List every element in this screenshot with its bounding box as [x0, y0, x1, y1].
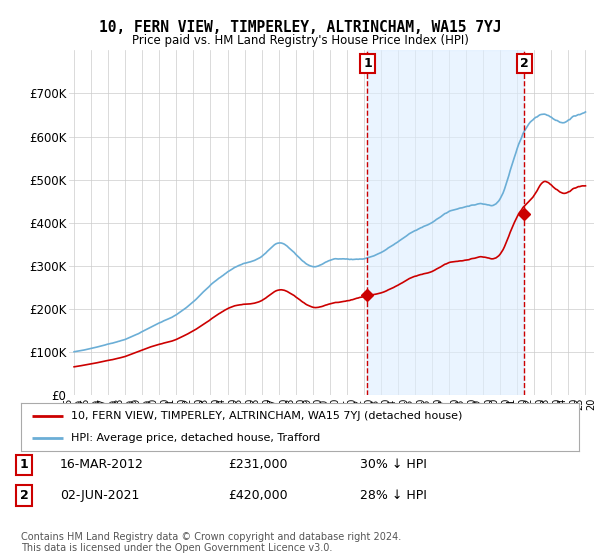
Text: £231,000: £231,000 — [228, 458, 287, 472]
Text: 10, FERN VIEW, TIMPERLEY, ALTRINCHAM, WA15 7YJ (detached house): 10, FERN VIEW, TIMPERLEY, ALTRINCHAM, WA… — [71, 411, 463, 421]
Text: 10, FERN VIEW, TIMPERLEY, ALTRINCHAM, WA15 7YJ: 10, FERN VIEW, TIMPERLEY, ALTRINCHAM, WA… — [99, 20, 501, 35]
Text: Price paid vs. HM Land Registry's House Price Index (HPI): Price paid vs. HM Land Registry's House … — [131, 34, 469, 46]
Text: £420,000: £420,000 — [228, 489, 287, 502]
Text: 16-MAR-2012: 16-MAR-2012 — [60, 458, 144, 472]
Text: 2: 2 — [20, 489, 28, 502]
Bar — [367, 50, 524, 395]
Text: Contains HM Land Registry data © Crown copyright and database right 2024.
This d: Contains HM Land Registry data © Crown c… — [21, 531, 401, 553]
Text: 1: 1 — [20, 458, 28, 472]
Text: HPI: Average price, detached house, Trafford: HPI: Average price, detached house, Traf… — [71, 433, 320, 443]
Text: 2: 2 — [520, 57, 529, 71]
Text: 28% ↓ HPI: 28% ↓ HPI — [360, 489, 427, 502]
Text: 02-JUN-2021: 02-JUN-2021 — [60, 489, 139, 502]
Text: 30% ↓ HPI: 30% ↓ HPI — [360, 458, 427, 472]
Text: 1: 1 — [363, 57, 372, 71]
